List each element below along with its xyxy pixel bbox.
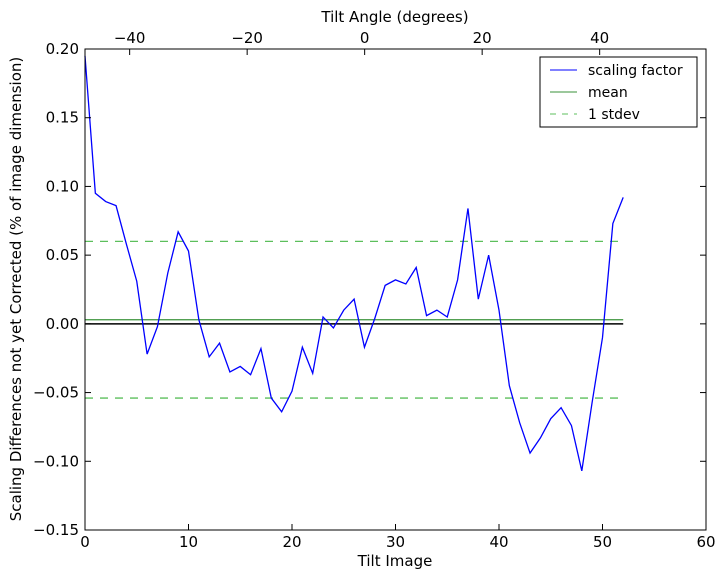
x-tick-label: 60 [696, 533, 715, 551]
x-tick-label: 20 [282, 533, 301, 551]
top-x-tick-label: −40 [114, 29, 146, 47]
legend-label-mean: mean [588, 85, 628, 101]
top-x-tick-label: −20 [231, 29, 263, 47]
plot-area: 0 10 20 30 40 50 60 −0.15 −0.10 −0.05 0.00 0.05 0.10… [33, 29, 716, 551]
legend-label-scaling: scaling factor [588, 63, 683, 79]
y-tick-label: −0.15 [33, 521, 79, 539]
y-tick-label: 0.20 [46, 40, 79, 58]
x-tick-label: 0 [80, 533, 90, 551]
y-axis-label: Scaling Differences not yet Corrected (%… [7, 57, 25, 522]
y-tick-label: 0.05 [46, 246, 79, 264]
scaling-factor-line [84, 55, 624, 472]
x-tick-label: 40 [489, 533, 508, 551]
y-tick-label: −0.10 [33, 452, 79, 470]
x-axis-label: Tilt Image [357, 552, 433, 570]
y-tick-label: 0.00 [46, 315, 79, 333]
x-tick-label: 10 [179, 533, 198, 551]
y-tick-label: 0.15 [46, 109, 79, 127]
top-x-tick-label: 0 [360, 29, 370, 47]
x-tick-label: 50 [593, 533, 612, 551]
top-axis-label: Tilt Angle (degrees) [320, 8, 468, 26]
legend-label-stdev: 1 stdev [588, 107, 640, 123]
x-tick-label: 30 [386, 533, 405, 551]
top-x-tick-label: 40 [590, 29, 609, 47]
y-tick-label: 0.10 [46, 177, 79, 195]
y-tick-label: −0.05 [33, 384, 79, 402]
top-x-tick-label: 20 [473, 29, 492, 47]
legend: scaling factor mean 1 stdev [539, 56, 698, 128]
